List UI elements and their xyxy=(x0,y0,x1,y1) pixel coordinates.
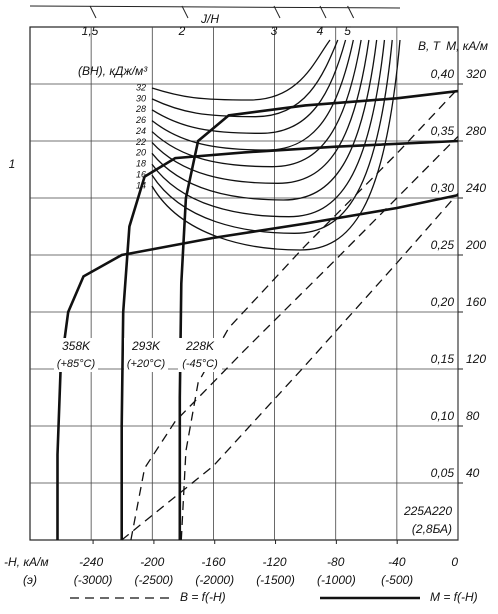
corner-label: 1 xyxy=(9,157,16,171)
y2-tick-label: 280 xyxy=(465,124,486,138)
bh-level-label: 32 xyxy=(136,82,146,92)
x-axis-label: -H, кА/м xyxy=(4,555,49,569)
x-tick-label: -240 xyxy=(79,555,103,569)
panel-label: (э) xyxy=(23,573,37,587)
top-tick-label: 3 xyxy=(271,24,278,38)
legend-label: M = f(-H) xyxy=(430,590,478,604)
x-tick-label: -200 xyxy=(140,555,164,569)
x-tick-label: -120 xyxy=(263,555,287,569)
top-tick-label: 2 xyxy=(178,24,186,38)
temp-kelvin: 228K xyxy=(185,339,215,353)
top-tick xyxy=(319,5,327,19)
temp-label-box xyxy=(178,338,222,372)
annotation: (2,8БА) xyxy=(412,522,452,536)
top-tick-label: 5 xyxy=(344,24,351,38)
x2-tick-label: (-500) xyxy=(381,573,413,587)
b-curve xyxy=(121,192,459,541)
x2-tick-label: (-1000) xyxy=(317,573,356,587)
y-axis-label: B, T xyxy=(418,39,442,53)
y2-tick-label: 80 xyxy=(466,409,480,423)
b-curve xyxy=(130,135,459,541)
bh-curve xyxy=(151,39,401,251)
y2-tick-label: 40 xyxy=(466,466,480,480)
bh-level-label: 28 xyxy=(135,104,146,114)
y-tick-label: 0,40 xyxy=(431,67,455,81)
temp-label-box xyxy=(124,338,168,372)
legend-label: B = f(-H) xyxy=(180,590,226,604)
x-tick-label: -80 xyxy=(327,555,345,569)
top-axis-line xyxy=(29,5,401,9)
y2-tick-label: 240 xyxy=(465,181,486,195)
m-curve xyxy=(56,193,459,540)
temp-celsius: (+20°C) xyxy=(127,358,166,370)
y2-axis-label: M, кА/м xyxy=(446,39,488,53)
plot-frame xyxy=(29,26,459,541)
top-tick xyxy=(273,5,281,19)
bh-curve xyxy=(151,39,339,118)
x-tick-label: -40 xyxy=(388,555,406,569)
temp-kelvin: 358K xyxy=(62,339,91,353)
y-tick-label: 0,35 xyxy=(431,124,455,138)
y2-tick-label: 160 xyxy=(466,295,486,309)
bh-level-label: 20 xyxy=(135,148,146,158)
bh-curve xyxy=(151,39,386,218)
m-curve xyxy=(178,89,459,540)
temp-label-box xyxy=(54,338,98,372)
y-tick-label: 0,25 xyxy=(431,238,455,252)
y2-tick-label: 320 xyxy=(466,67,486,81)
temp-kelvin: 293K xyxy=(131,339,161,353)
x-tick-label: -160 xyxy=(201,555,225,569)
y2-tick-label: 120 xyxy=(466,352,486,366)
y-tick-label: 0,05 xyxy=(431,466,455,480)
top-tick xyxy=(347,5,355,19)
x2-tick-label: (-1500) xyxy=(256,573,295,587)
y-tick-label: 0,20 xyxy=(431,295,455,309)
x2-tick-label: (-2000) xyxy=(195,573,234,587)
bh-level-label: 16 xyxy=(136,169,146,179)
temp-celsius: (+85°C) xyxy=(57,358,96,370)
x-tick-label: 0 xyxy=(451,555,458,569)
bh-curve xyxy=(151,39,347,134)
bh-curve xyxy=(151,39,378,201)
top-axis-label: J/H xyxy=(200,12,219,26)
annotation: 225А220 xyxy=(403,504,452,518)
bh-level-label: 18 xyxy=(136,159,146,169)
b-curve xyxy=(180,88,459,541)
temp-celsius: (-45°C) xyxy=(182,358,218,370)
x2-tick-label: (-2500) xyxy=(135,573,174,587)
y2-tick-label: 200 xyxy=(465,238,486,252)
bh-level-label: 24 xyxy=(135,126,146,136)
y-tick-label: 0,15 xyxy=(431,352,455,366)
x2-tick-label: (-3000) xyxy=(74,573,113,587)
bh-level-label: 22 xyxy=(135,137,146,147)
bh-level-label: 30 xyxy=(136,93,146,103)
y-tick-label: 0,30 xyxy=(431,181,455,195)
top-tick xyxy=(181,5,189,19)
m-curve xyxy=(120,139,459,540)
top-tick xyxy=(89,5,97,19)
bh-curve xyxy=(151,39,331,101)
top-tick-label: 1,5 xyxy=(82,24,99,38)
y-tick-label: 0,10 xyxy=(431,409,455,423)
bh-curve xyxy=(151,39,370,184)
top-tick-label: 4 xyxy=(317,24,324,38)
bh-level-label: 26 xyxy=(135,115,146,125)
bh-label: (ВН), кДж/м³ xyxy=(78,64,148,78)
